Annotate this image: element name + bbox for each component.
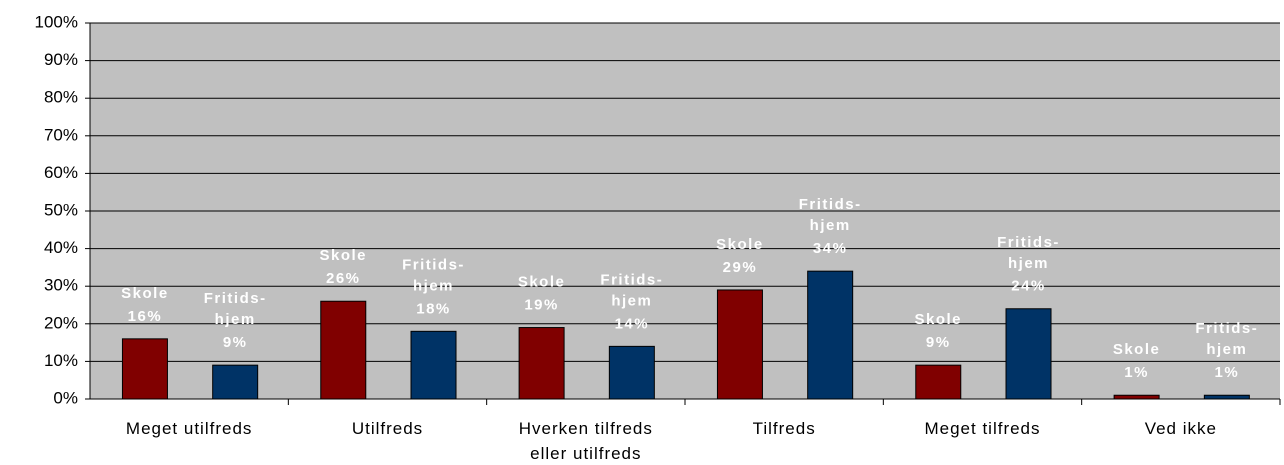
x-tick-label: Ved ikke <box>1145 419 1217 438</box>
bar <box>807 270 854 400</box>
y-tick-label: 10% <box>44 351 78 370</box>
bar <box>320 300 367 400</box>
y-tick-label: 20% <box>44 313 78 332</box>
y-tick-label: 90% <box>44 50 78 69</box>
value-label: 9% <box>223 334 248 351</box>
bar <box>121 338 168 400</box>
y-tick-label: 30% <box>44 276 78 295</box>
y-tick-label: 0% <box>53 388 78 407</box>
value-label: 1% <box>1215 364 1240 381</box>
y-tick-label: 40% <box>44 238 78 257</box>
value-label: 24% <box>1011 278 1046 295</box>
y-tick-label: 50% <box>44 200 78 219</box>
series-name-label: Skole <box>518 274 566 291</box>
bar <box>212 364 259 400</box>
series-name-label: Skole <box>1113 341 1161 358</box>
value-label: 26% <box>326 270 361 287</box>
value-label: 19% <box>524 297 559 314</box>
x-tick-label: Tilfreds <box>753 419 816 438</box>
series-name-label: Fritids-hjem <box>402 256 465 294</box>
x-tick-label: Meget utilfreds <box>126 419 253 438</box>
y-tick-label: 100% <box>35 12 78 31</box>
bar <box>518 327 565 400</box>
series-name-label: Skole <box>121 285 169 302</box>
value-label: 1% <box>1124 364 1149 381</box>
series-name-label: Fritids-hjem <box>997 234 1060 272</box>
bar <box>915 364 962 400</box>
bar <box>1005 308 1052 400</box>
y-tick-label: 80% <box>44 88 78 107</box>
series-name-label: Fritids-hjem <box>1195 320 1258 358</box>
bar <box>1203 394 1250 400</box>
value-label: 14% <box>615 315 650 332</box>
value-label: 34% <box>813 240 848 257</box>
value-label: 18% <box>416 300 451 317</box>
bar <box>716 289 763 400</box>
value-label: 16% <box>128 308 163 325</box>
x-tick-label: Meget tilfreds <box>924 419 1040 438</box>
y-tick-label: 60% <box>44 163 78 182</box>
y-tick-label: 70% <box>44 125 78 144</box>
bar <box>410 330 457 400</box>
series-name-label: Fritids-hjem <box>799 196 862 234</box>
series-name-label: Fritids-hjem <box>204 290 267 328</box>
series-name-label: Skole <box>716 236 764 253</box>
series-name-label: Skole <box>915 311 963 328</box>
series-name-label: Skole <box>320 247 368 264</box>
value-label: 9% <box>926 334 951 351</box>
series-name-label: Fritids-hjem <box>600 271 663 309</box>
bar <box>1113 394 1160 400</box>
bar <box>608 345 655 400</box>
x-tick-label: Utilfreds <box>352 419 423 438</box>
x-tick-label: Hverken tilfreds eller utilfreds <box>519 419 653 463</box>
value-label: 29% <box>723 259 758 276</box>
